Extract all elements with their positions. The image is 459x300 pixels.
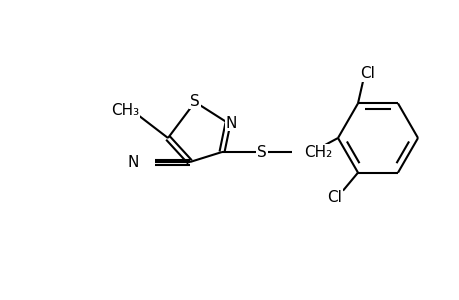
Text: Cl: Cl [327, 190, 341, 205]
Text: Cl: Cl [360, 66, 375, 81]
Text: S: S [257, 145, 266, 160]
Text: N: N [127, 154, 138, 169]
Text: CH₃: CH₃ [111, 103, 139, 118]
Text: S: S [190, 94, 200, 109]
Text: CH₂: CH₂ [303, 145, 331, 160]
Text: N: N [225, 116, 236, 130]
